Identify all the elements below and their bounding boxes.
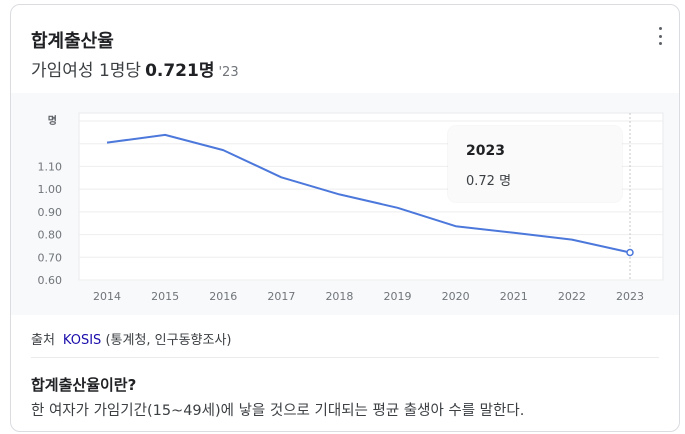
definition-title: 합계출산율이란? <box>31 376 137 394</box>
source-label: 출처 <box>31 333 55 348</box>
y-tick-label: 1.00 <box>38 183 63 196</box>
card-subtitle: 가임여성 1명당 0.721명 '23 <box>31 56 239 81</box>
x-tick-label: 2017 <box>267 290 295 303</box>
card-title: 합계출산율 <box>31 31 114 52</box>
y-tick-label: 0.80 <box>38 229 63 242</box>
y-tick-label: 0.60 <box>38 274 63 287</box>
highlighted-point <box>626 248 634 257</box>
x-tick-label: 2021 <box>500 290 528 303</box>
series-line <box>106 133 631 254</box>
source-detail: (통계청, 인구동향조사) <box>105 333 232 348</box>
chart-tooltip: 2023 0.72 명 <box>448 126 622 202</box>
y-tick-label: 0.90 <box>38 206 63 219</box>
more-vert-icon[interactable] <box>655 27 665 45</box>
x-tick-label: 2018 <box>325 290 353 303</box>
subtitle-prefix: 가임여성 1명당 <box>31 61 142 81</box>
definition-text: 한 여자가 가임기간(15~49세)에 낳을 것으로 기대되는 평균 출생아 수… <box>31 403 525 419</box>
x-tick-label: 2020 <box>442 290 470 303</box>
y-tick-label: 1.10 <box>38 160 63 173</box>
y-tick-label: 0.70 <box>38 251 63 264</box>
divider <box>31 357 659 358</box>
subtitle-value: 0.721명 <box>145 61 215 81</box>
subtitle-year: '23 <box>218 65 239 80</box>
tooltip-year: 2023 <box>466 143 505 159</box>
y-axis-label: 명 <box>48 114 57 127</box>
fertility-rate-card: 합계출산율 가임여성 1명당 0.721명 '23 0.60 0.70 0.80 0.90… <box>10 4 680 432</box>
x-tick-label: 2016 <box>209 290 237 303</box>
source-line: 출처 KOSIS (통계청, 인구동향조사) <box>31 329 232 348</box>
x-tick-label: 2019 <box>384 290 412 303</box>
source-link-kosis[interactable]: KOSIS <box>62 333 102 348</box>
x-tick-label: 2022 <box>558 290 586 303</box>
chart-area: 0.60 0.70 0.80 0.90 1.00 1.10 명 2014 2015 2016 201… <box>11 93 679 315</box>
tooltip-value: 0.72 명 <box>466 174 512 189</box>
x-tick-label: 2014 <box>93 290 121 303</box>
x-tick-label: 2023 <box>616 290 644 303</box>
x-tick-label: 2015 <box>151 290 179 303</box>
